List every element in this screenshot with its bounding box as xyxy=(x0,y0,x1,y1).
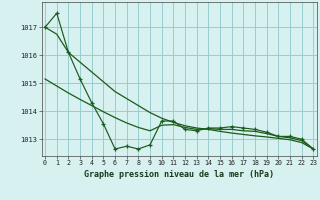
X-axis label: Graphe pression niveau de la mer (hPa): Graphe pression niveau de la mer (hPa) xyxy=(84,170,274,179)
